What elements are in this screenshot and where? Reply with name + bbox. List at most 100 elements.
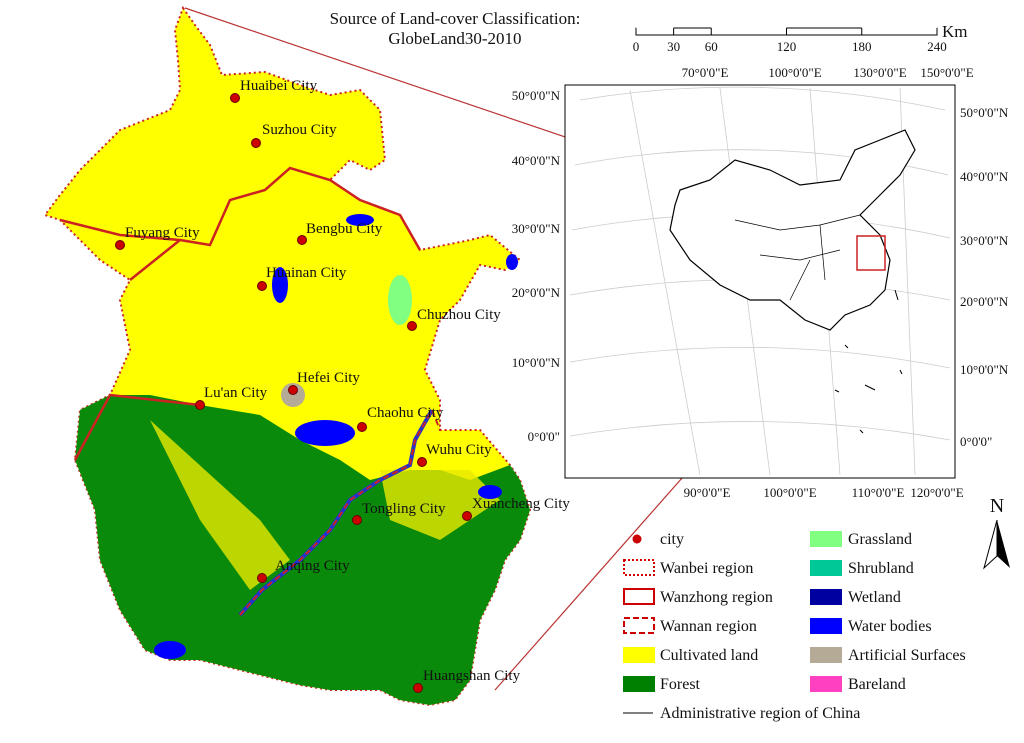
city-label: Suzhou City — [262, 122, 337, 138]
legend-label: Bareland — [848, 676, 906, 693]
coordinate-label: 150°0'0"E — [920, 65, 973, 80]
legend-label: Cultivated land — [660, 647, 758, 664]
scale-tick-label: 240 — [927, 39, 947, 54]
scale-unit: Km — [942, 22, 968, 41]
coordinate-label: 10°0'0"N — [512, 355, 561, 370]
scale-tick-label: 60 — [705, 39, 718, 54]
scale-tick-label: 120 — [777, 39, 797, 54]
legend-label: city — [660, 531, 684, 548]
city-marker — [407, 321, 417, 331]
coordinate-label: 0°0'0" — [960, 434, 992, 449]
city-label: Huaibei City — [240, 78, 318, 94]
coordinate-label: 40°0'0"N — [960, 169, 1009, 184]
legend-swatch — [810, 647, 842, 663]
legend-label: Grassland — [848, 531, 912, 548]
coordinate-label: 110°0'0"E — [852, 485, 905, 500]
scale-tick-label: 30 — [667, 39, 680, 54]
china-outline — [669, 129, 916, 331]
legend-swatch — [810, 560, 842, 576]
city-label: Chaohu City — [367, 405, 444, 421]
coordinate-label: 120°0'0"E — [910, 485, 963, 500]
lake — [295, 420, 355, 446]
legend-swatch — [810, 676, 842, 692]
legend-label: Wanbei region — [660, 560, 753, 577]
coordinate-label: 70°0'0"E — [682, 65, 729, 80]
lake — [478, 485, 502, 499]
north-arrow — [997, 520, 1010, 568]
city-marker — [230, 93, 240, 103]
cultivated-patch — [150, 420, 500, 590]
coordinate-label: 90°0'0"E — [684, 485, 731, 500]
city-marker — [251, 138, 261, 148]
legend-swatch — [623, 588, 655, 605]
legend-label: Wannan region — [660, 618, 757, 635]
city-label: Fuyang City — [125, 225, 200, 241]
coordinate-label: 100°0'0"E — [763, 485, 816, 500]
china-internal-borders — [734, 214, 861, 301]
city-marker — [413, 683, 423, 693]
coordinate-label: 50°0'0"N — [512, 88, 561, 103]
north-label: N — [990, 495, 1004, 517]
city-marker — [417, 457, 427, 467]
lake — [272, 267, 288, 303]
title-line: GlobeLand30-2010 — [388, 29, 521, 48]
lake — [346, 214, 374, 226]
coordinate-label: 30°0'0"N — [960, 233, 1009, 248]
city-label: Xuancheng City — [472, 496, 570, 512]
city-marker — [297, 235, 307, 245]
coordinate-label: 100°0'0"E — [768, 65, 821, 80]
lake — [154, 641, 186, 659]
legend-label: Forest — [660, 676, 701, 693]
coordinate-label: 130°0'0"E — [853, 65, 906, 80]
legend-label: Wetland — [848, 589, 901, 606]
coordinate-label: 20°0'0"N — [512, 285, 561, 300]
city-label: Bengbu City — [306, 221, 383, 237]
city-label: Huainan City — [266, 265, 347, 281]
city-label: Chuzhou City — [417, 307, 501, 323]
legend-label: Artificial Surfaces — [848, 647, 966, 664]
title-line: Source of Land-cover Classification: — [330, 9, 581, 28]
legend-label: Wanzhong region — [660, 589, 773, 606]
wanzhong-boundary — [59, 166, 422, 461]
legend-swatch — [810, 618, 842, 634]
city-label: Huangshan City — [423, 668, 521, 684]
city-label: Tongling City — [362, 501, 446, 517]
grassland-patch — [388, 275, 412, 325]
coordinate-label: 50°0'0"N — [960, 105, 1009, 120]
lake — [506, 254, 518, 270]
legend-swatch — [623, 617, 655, 634]
city-label: Hefei City — [297, 370, 360, 386]
city-marker — [288, 385, 298, 395]
city-label: Anqing City — [275, 558, 350, 574]
legend-swatch — [810, 589, 842, 605]
legend-label: Administrative region of China — [660, 705, 860, 722]
city-label: Lu'an City — [204, 385, 268, 401]
city-label: Wuhu City — [426, 442, 492, 458]
coordinate-label: 20°0'0"N — [960, 294, 1009, 309]
legend-label: Water bodies — [848, 618, 932, 635]
coordinate-label: 10°0'0"N — [960, 362, 1009, 377]
scale-tick-label: 0 — [633, 39, 640, 54]
legend-swatch — [632, 534, 642, 544]
city-marker — [462, 511, 472, 521]
city-marker — [195, 400, 205, 410]
city-marker — [115, 240, 125, 250]
city-marker — [257, 573, 267, 583]
anhui-highlight — [856, 235, 886, 271]
legend-swatch — [623, 676, 655, 692]
legend-swatch — [810, 531, 842, 547]
legend-label: Shrubland — [848, 560, 914, 577]
city-marker — [352, 515, 362, 525]
city-marker — [357, 422, 367, 432]
legend-swatch — [623, 559, 655, 576]
north-arrow — [983, 519, 998, 570]
city-marker — [257, 281, 267, 291]
scale-tick-label: 180 — [852, 39, 872, 54]
islands — [834, 289, 903, 434]
legend-swatch — [623, 647, 655, 663]
coordinate-label: 30°0'0"N — [512, 221, 561, 236]
coordinate-label: 40°0'0"N — [512, 153, 561, 168]
coordinate-label: 0°0'0" — [528, 429, 560, 444]
wannan-boundary — [239, 407, 441, 616]
